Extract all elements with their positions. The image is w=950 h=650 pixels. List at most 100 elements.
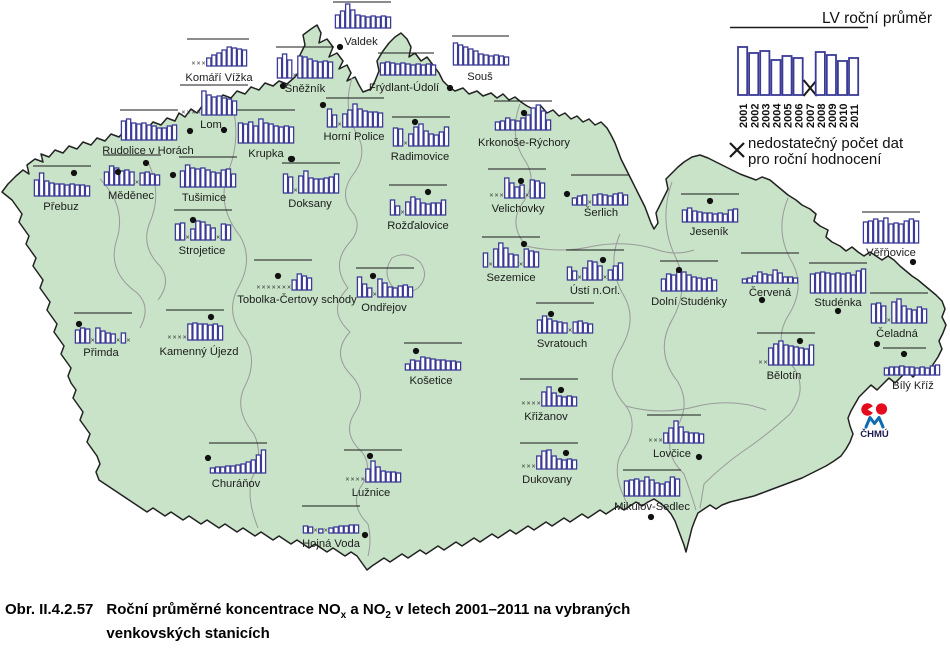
year-bar	[787, 276, 794, 284]
year-bar	[245, 461, 251, 474]
legend-year-label: 2010	[838, 104, 850, 128]
year-bar	[872, 218, 879, 244]
year-bar	[452, 42, 459, 66]
year-bar	[278, 126, 285, 144]
year-bar	[103, 171, 110, 186]
year-bar	[663, 432, 669, 444]
year-bar	[225, 465, 231, 474]
station-label: Bílý Kříž	[892, 380, 934, 392]
station-label: Mikulov-Sedlec	[614, 501, 690, 513]
year-bar	[669, 476, 676, 497]
year-bar	[113, 167, 120, 186]
year-bar	[214, 466, 221, 474]
legend-title: LV roční průměr	[822, 10, 932, 27]
year-bar	[494, 121, 501, 131]
year-bar	[438, 131, 445, 147]
year-bar	[365, 16, 371, 29]
year-bar	[241, 49, 248, 67]
year-bar	[197, 323, 203, 341]
missing-data-x-mark: ×	[338, 122, 342, 129]
station-label: Rožďalovice	[387, 220, 449, 232]
station-label: Šerlich	[584, 206, 618, 219]
station-chart: Tušimice	[169, 156, 237, 204]
figure-caption: Obr. II.4.2.57 Roční průměrné koncentrac…	[5, 599, 630, 644]
year-bar	[503, 56, 510, 66]
year-bar	[639, 480, 645, 497]
year-bar	[683, 431, 689, 444]
year-bar	[366, 287, 373, 298]
missing-data-x-mark: ×	[293, 73, 297, 80]
missing-data-x-mark: ×	[186, 110, 190, 117]
station-chart: Červená	[741, 252, 799, 304]
year-bar	[597, 193, 603, 206]
missing-data-x-mark: ×	[345, 477, 349, 484]
missing-data-x-mark: ×	[314, 528, 318, 535]
year-bar	[767, 274, 773, 284]
station-label: Svratouch	[537, 338, 587, 350]
station-location-dot	[279, 82, 287, 90]
region-border	[337, 241, 371, 557]
station-label: Doksany	[288, 198, 332, 210]
year-bar	[571, 459, 578, 470]
year-bar	[701, 278, 708, 292]
missing-data-x-mark: ×	[186, 235, 190, 242]
station-chart: × × × ×Lužnice	[344, 449, 402, 499]
year-bar	[845, 272, 851, 294]
year-bar	[425, 63, 432, 76]
year-bar	[654, 482, 660, 497]
year-bar	[783, 344, 789, 366]
year-bar	[216, 52, 222, 67]
missing-data-x-mark: ×	[91, 338, 95, 345]
year-bar	[767, 347, 774, 366]
year-bar	[659, 483, 665, 497]
year-bar	[166, 125, 173, 141]
year-bar	[686, 207, 693, 223]
legend-year-label: 2008	[816, 104, 828, 128]
legend-year-label: 2011	[849, 104, 861, 128]
year-bar	[215, 172, 221, 188]
station-chart: Churáňov	[204, 442, 267, 490]
logo-blue-m-icon	[864, 416, 885, 429]
station-location-dot	[520, 240, 528, 248]
year-bar	[809, 273, 816, 294]
year-bar	[334, 14, 341, 29]
station-chart: × Ondřejov	[356, 267, 414, 314]
year-bar	[577, 320, 584, 334]
year-bar	[423, 130, 429, 147]
missing-data-x-mark: ×	[287, 285, 291, 292]
missing-data-x-mark: ×	[537, 401, 541, 408]
year-bar	[519, 184, 525, 199]
year-bar	[929, 365, 936, 376]
year-bar	[691, 276, 697, 292]
year-bar	[209, 467, 216, 474]
year-bar	[514, 186, 520, 199]
station-label: Křižanov	[524, 411, 568, 423]
year-bar	[210, 171, 216, 188]
year-bar	[205, 169, 211, 188]
year-bar	[236, 48, 243, 67]
station-location-dot	[446, 84, 454, 92]
year-bar	[380, 470, 386, 483]
year-bar	[913, 220, 920, 244]
year-bar	[387, 286, 393, 298]
station-location-dot	[547, 310, 555, 318]
missing-data-x-mark: ×	[172, 335, 176, 342]
missing-data-x-mark: ×	[272, 285, 276, 292]
year-bar	[901, 305, 907, 324]
year-bar	[435, 202, 442, 216]
year-bar	[347, 109, 353, 128]
missing-data-x-mark: ×	[361, 477, 365, 484]
year-bar	[125, 118, 132, 141]
station-label: Ondřejov	[361, 302, 407, 314]
year-bar	[405, 201, 411, 216]
year-bar	[344, 3, 351, 29]
year-bar	[878, 220, 884, 244]
missing-data-x-mark: ×	[324, 528, 328, 535]
year-bar	[356, 276, 363, 298]
year-bar	[281, 53, 288, 79]
year-bar	[696, 277, 702, 292]
year-bar	[360, 15, 366, 29]
station-location-dot	[834, 307, 842, 315]
missing-data-x-mark: ×	[521, 464, 525, 471]
year-bar	[633, 478, 640, 497]
